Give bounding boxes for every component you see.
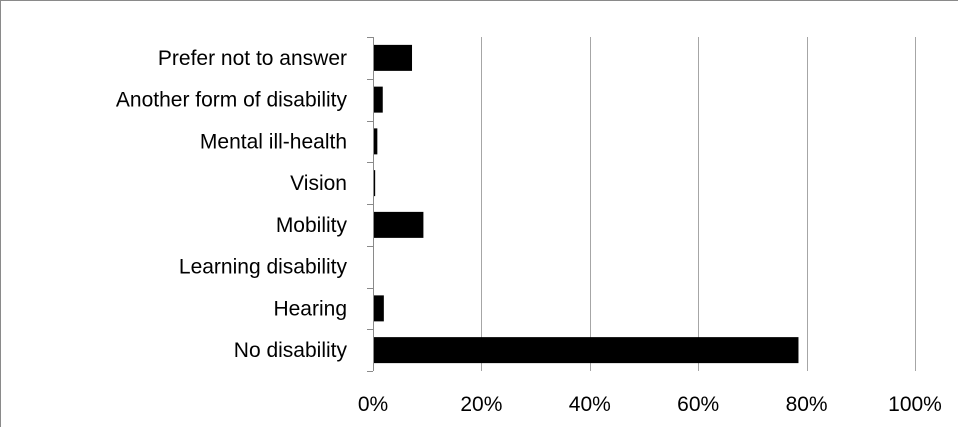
x-tick-labels: 0% 20% 40% 60% 80% 100% (358, 393, 942, 416)
category-label-another-form-of-disability: Another form of disability (116, 89, 348, 112)
category-label-hearing: Hearing (273, 297, 347, 320)
axes (367, 37, 374, 372)
category-label-mobility: Mobility (276, 214, 348, 237)
x-tick-label-40: 40% (569, 393, 611, 416)
x-tick-label-100: 100% (888, 393, 942, 416)
bar-mobility (373, 211, 424, 238)
category-label-prefer-not-to-answer: Prefer not to answer (158, 47, 347, 70)
x-tick-label-0: 0% (358, 393, 388, 416)
category-label-mental-ill-health: Mental ill-health (200, 130, 347, 153)
category-labels: No disability Hearing Learning disability M… (116, 47, 348, 362)
category-label-no-disability: No disability (234, 339, 348, 362)
category-label-learning-disability: Learning disability (179, 256, 348, 279)
category-label-vision: Vision (290, 172, 347, 195)
bar-no-disability (373, 337, 799, 364)
bars (373, 44, 799, 364)
bar-mental-ill-health (373, 128, 378, 155)
x-tick-label-20: 20% (460, 393, 502, 416)
x-tick-label-80: 80% (786, 393, 828, 416)
x-tick-label-60: 60% (677, 393, 719, 416)
bar-prefer-not-to-answer (373, 44, 413, 71)
bar-hearing (373, 295, 384, 322)
gridlines (481, 37, 916, 371)
bar-vision (373, 170, 376, 197)
bar-another-form-of-disability (373, 86, 383, 113)
